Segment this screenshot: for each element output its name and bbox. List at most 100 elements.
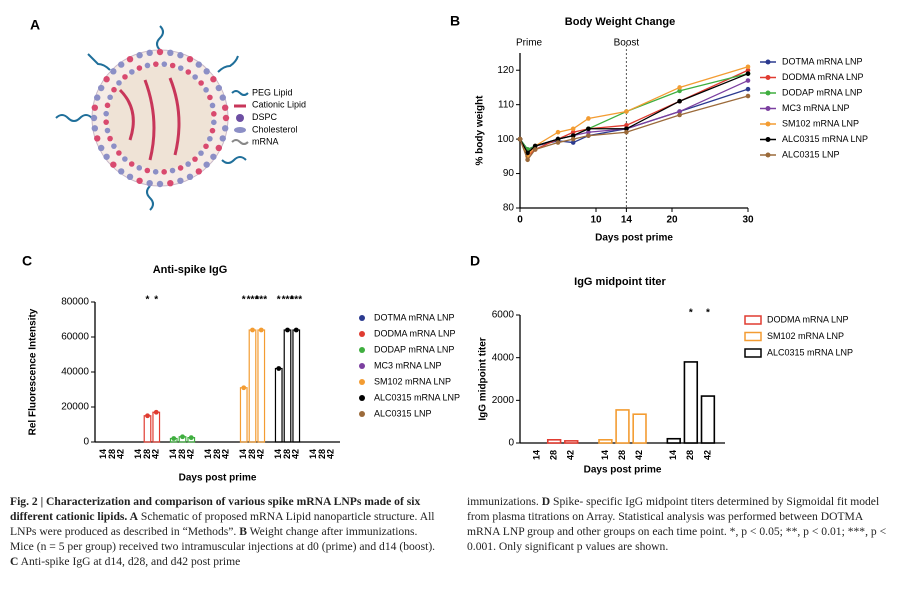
x-axis-label: Days post prime	[584, 465, 662, 476]
data-point	[624, 123, 629, 128]
data-point	[570, 133, 576, 138]
lipid-head	[161, 169, 167, 175]
lipid-head	[156, 180, 164, 188]
legend-swatch	[744, 315, 762, 325]
bar	[292, 329, 301, 443]
x-axis-label: Days post prime	[179, 473, 257, 484]
legend-swatch	[765, 106, 771, 111]
bar	[546, 438, 562, 444]
y-tick-label: 60000	[61, 332, 89, 343]
data-point	[586, 129, 591, 135]
legend-label: DODAP mRNA LNP	[374, 344, 454, 354]
caption-text: Weight change after immunizations. Mice …	[10, 525, 436, 553]
significance: ***	[282, 295, 294, 306]
x-tick-label: 28	[177, 449, 187, 459]
y-tick-label: 80	[503, 203, 515, 214]
significance: ***	[255, 295, 267, 306]
y-tick-label: 2000	[492, 395, 515, 406]
lipid-head	[122, 156, 128, 162]
data-dot	[276, 366, 282, 371]
data-dot	[285, 327, 290, 333]
lipid-head	[144, 167, 151, 174]
lipid-head	[128, 161, 135, 167]
annotation: Boost	[614, 38, 640, 49]
data-point	[517, 136, 523, 142]
x-tick-label: 10	[590, 215, 602, 226]
bar	[615, 409, 630, 444]
legend-label: ALC0315 mRNA LNP	[767, 347, 853, 357]
x-tick-label: 42	[326, 449, 336, 459]
legend-label: DODMA mRNA LNP	[782, 72, 864, 82]
caption-text: immunizations.	[467, 495, 542, 508]
data-point	[525, 150, 530, 156]
bar	[598, 438, 613, 444]
x-tick-label: 28	[107, 449, 117, 459]
lipid-head	[97, 84, 105, 92]
lipid-head	[215, 84, 223, 92]
lipid-head	[103, 76, 110, 83]
legend-swatch	[744, 331, 762, 342]
x-axis-label: Days post prime	[595, 233, 673, 244]
lipid-head	[209, 127, 216, 134]
lipid-head	[94, 135, 101, 142]
x-tick-label: 42	[634, 450, 644, 460]
data-point	[677, 109, 682, 114]
lipid-head	[195, 168, 202, 175]
peg-chains	[55, 25, 247, 211]
y-tick-label: 40000	[61, 367, 89, 378]
chart-title: IgG midpoint titer	[574, 276, 666, 288]
lipid-head	[136, 52, 143, 59]
caption-text: Anti-spike IgG at d14, d28, and d42 post…	[18, 555, 241, 568]
lipid-head	[144, 62, 151, 69]
x-tick-label: 0	[517, 215, 523, 226]
x-tick-label: 20	[666, 215, 678, 226]
data-point	[745, 78, 751, 83]
lnp-core	[108, 66, 212, 170]
lipid-head	[221, 104, 229, 111]
lipid-head	[211, 119, 217, 126]
legend-label: ALC0315 LNP	[782, 149, 840, 159]
lipid-head	[219, 135, 226, 142]
data-point	[745, 67, 751, 73]
legend-label: ALC0315 LNP	[374, 408, 432, 418]
data-point	[624, 126, 629, 132]
lipid-head	[185, 161, 191, 167]
legend-label: ALC0315 mRNA LNP	[374, 392, 460, 402]
legend-swatch	[765, 121, 771, 127]
x-tick-label: 28	[212, 449, 222, 459]
lipid-head	[207, 94, 213, 101]
legend-icon	[236, 114, 244, 122]
bar	[283, 329, 292, 443]
y-tick-label: 4000	[492, 352, 515, 363]
lipid-head	[118, 168, 125, 175]
x-tick-label: 42	[221, 449, 231, 459]
data-point	[677, 98, 682, 104]
legend-swatch	[765, 59, 771, 65]
lipid-head	[219, 94, 226, 101]
legend-label: PEG Lipid	[252, 87, 293, 97]
x-tick-label: 14	[98, 449, 108, 459]
significance: ***	[247, 295, 259, 306]
legend-label: MC3 mRNA LNP	[374, 360, 442, 370]
legend-icon	[231, 139, 249, 145]
data-point	[570, 136, 576, 142]
bar	[274, 367, 283, 443]
lipid-head	[136, 65, 143, 71]
legend-label: DOTMA mRNA LNP	[782, 56, 863, 66]
legend-swatch	[359, 379, 365, 385]
lipid-head	[104, 127, 111, 134]
lipid-head	[153, 61, 159, 67]
y-tick-label: 0	[508, 438, 514, 449]
x-tick-label: 42	[702, 450, 712, 460]
data-point	[677, 88, 682, 94]
lipid-head	[177, 52, 184, 59]
bar	[239, 387, 248, 443]
bar	[257, 329, 266, 443]
data-point	[745, 71, 751, 76]
data-point	[624, 109, 629, 114]
legend-swatch	[359, 331, 365, 337]
legend-label: MC3 mRNA LNP	[782, 103, 850, 113]
data-point	[532, 143, 538, 149]
lipid-head	[210, 153, 217, 160]
